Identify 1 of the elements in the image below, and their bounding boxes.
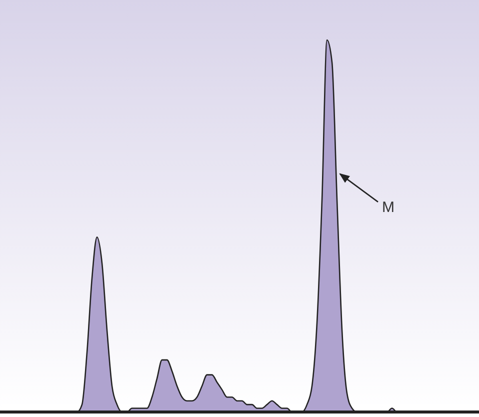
annotation: M xyxy=(382,198,394,216)
